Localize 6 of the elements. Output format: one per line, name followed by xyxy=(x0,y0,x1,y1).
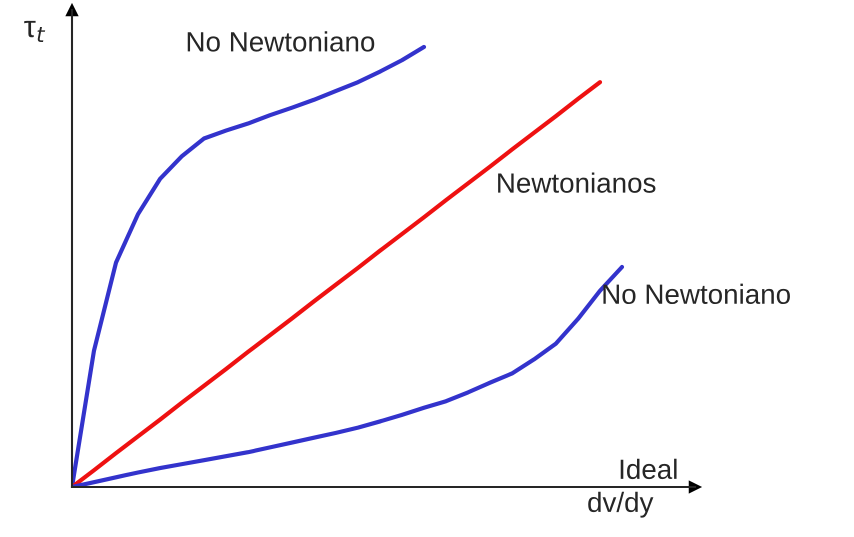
series-label: No Newtoniano xyxy=(603,284,790,304)
series-label: No Newtoniano xyxy=(188,31,374,52)
x-axis-title: dv/dy xyxy=(588,492,654,518)
series-label: Newtonianos xyxy=(498,172,656,193)
y-axis-title: τ$_{t}$ xyxy=(24,20,46,42)
annotation: Ideal xyxy=(620,458,677,480)
